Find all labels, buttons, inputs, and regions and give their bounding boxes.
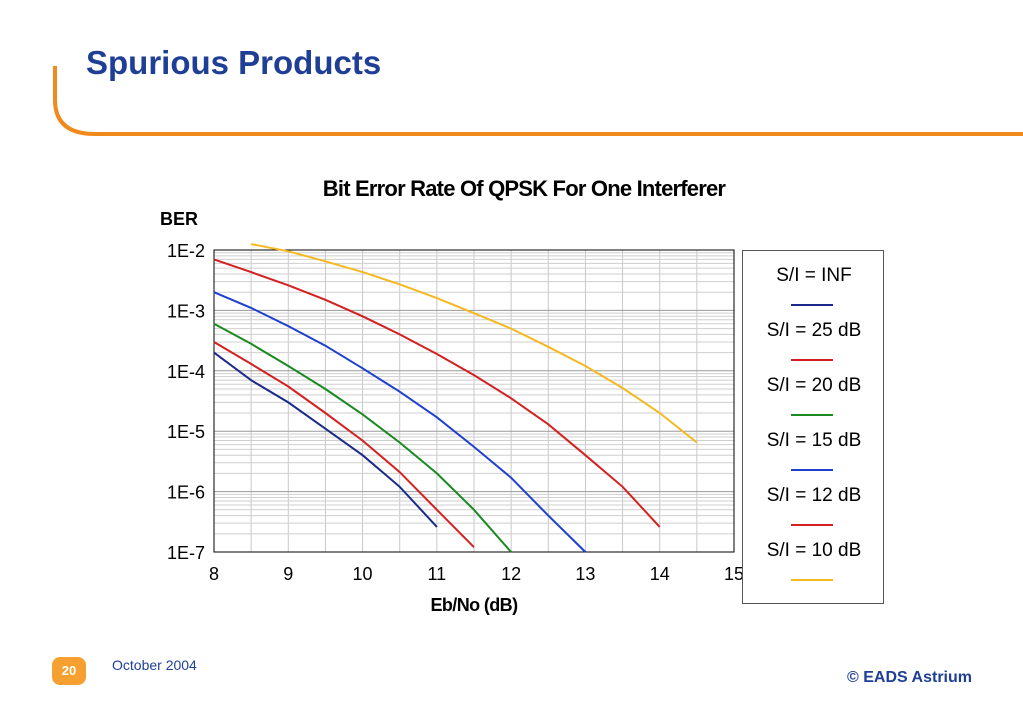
- series-line: [213, 258, 661, 528]
- series-line: [213, 351, 438, 528]
- footer-date: October 2004: [112, 657, 197, 673]
- series-line: [213, 341, 475, 548]
- accent-swoosh: [53, 66, 1023, 136]
- axis-ticks: 1E-2 1E-3 1E-4 1E-5 1E-6 1E-78 9 10 11 12 13 14 15: [167, 241, 744, 584]
- x-tick-label: 13: [575, 564, 595, 584]
- plot-frame: [213, 249, 735, 553]
- legend-label: S/I = INF: [776, 265, 852, 286]
- legend-label: S/I = 20 dB: [766, 375, 862, 396]
- y-tick-label: 1E-2: [167, 241, 205, 261]
- y-axis-label: BER: [160, 209, 198, 229]
- series-line: [213, 291, 587, 553]
- legend-label: S/I = 12 dB: [766, 485, 862, 506]
- plot-series: [213, 243, 698, 553]
- legend-swatch: [791, 469, 833, 471]
- chart-legend: S/I = INF S/I = 25 dB S/I = 20 dB S/I = 15 …: [742, 250, 884, 604]
- x-tick-label: 9: [283, 564, 293, 584]
- x-tick-label: 8: [209, 564, 219, 584]
- x-tick-label: 15: [724, 564, 744, 584]
- legend-swatch: [791, 524, 833, 526]
- y-tick-label: 1E-4: [167, 362, 205, 382]
- x-tick-label: 14: [650, 564, 670, 584]
- y-tick-label: 1E-5: [167, 422, 205, 442]
- chart-title: Bit Error Rate Of QPSK For One Interfere…: [323, 176, 727, 201]
- y-tick-label: 1E-7: [167, 543, 205, 563]
- legend-swatch: [791, 579, 833, 581]
- legend-label: S/I = 25 dB: [766, 320, 862, 341]
- y-tick-label: 1E-6: [167, 483, 205, 503]
- series-line: [250, 243, 698, 444]
- x-tick-label: 10: [353, 564, 373, 584]
- page-number-badge: 20: [52, 657, 86, 685]
- legend-label: S/I = 15 dB: [766, 430, 862, 451]
- slide-title: Spurious Products: [86, 44, 382, 81]
- series-line: [213, 322, 512, 553]
- legend-label: S/I = 10 dB: [766, 540, 862, 561]
- x-tick-label: 11: [428, 564, 447, 584]
- plot-grid: [213, 249, 735, 553]
- footer-copyright: © EADS Astrium: [847, 669, 972, 686]
- x-tick-label: 12: [501, 564, 521, 584]
- x-axis-label: Eb/No (dB): [431, 595, 519, 615]
- legend-swatch: [791, 304, 833, 306]
- y-tick-label: 1E-3: [167, 301, 205, 321]
- legend-swatch: [791, 359, 833, 361]
- legend-swatch: [791, 414, 833, 416]
